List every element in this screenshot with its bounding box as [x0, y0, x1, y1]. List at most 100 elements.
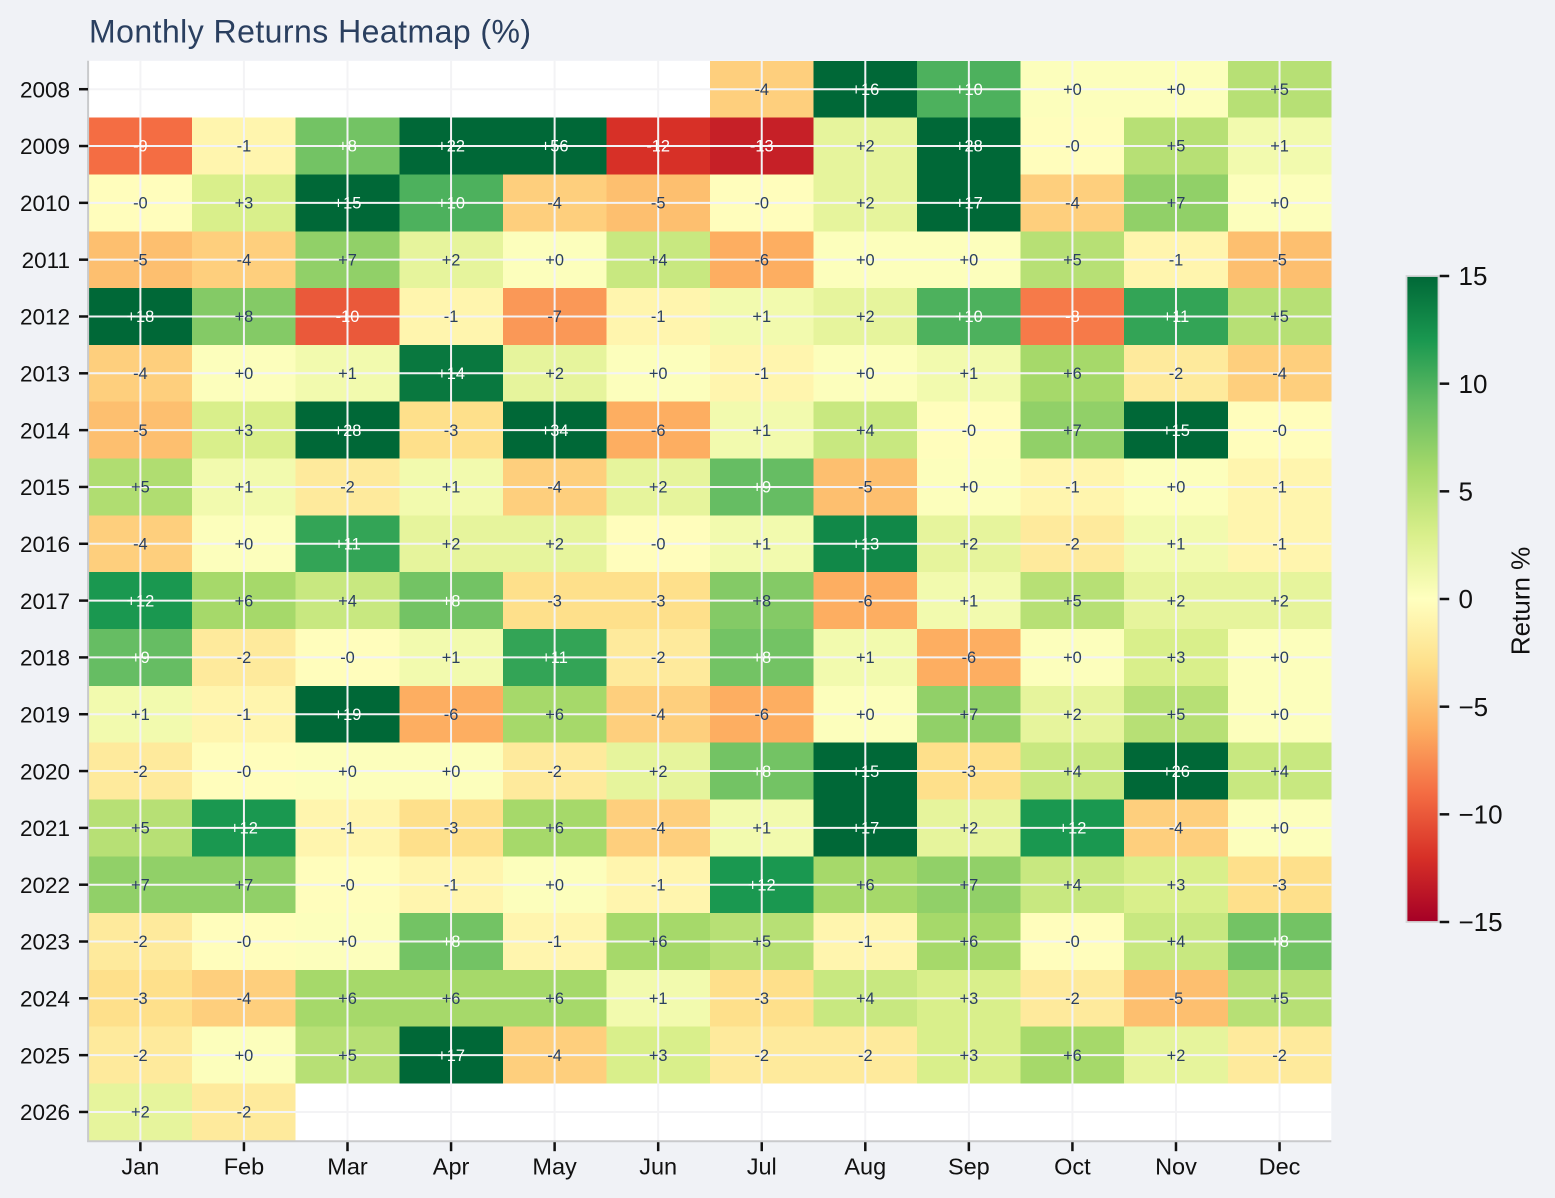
svg-text:+10: +10	[955, 308, 983, 326]
svg-text:+2: +2	[1063, 706, 1082, 724]
svg-text:+5: +5	[1270, 308, 1289, 326]
svg-text:+5: +5	[338, 1047, 357, 1065]
svg-text:2009: 2009	[20, 134, 70, 159]
svg-text:-4: -4	[133, 535, 148, 553]
svg-text:+4: +4	[338, 592, 357, 610]
svg-text:+15: +15	[334, 195, 362, 213]
svg-text:-0: -0	[1272, 422, 1287, 440]
svg-text:-0: -0	[1065, 933, 1080, 951]
svg-text:-4: -4	[547, 479, 562, 497]
svg-text:-6: -6	[444, 706, 459, 724]
svg-text:-0: -0	[1065, 138, 1080, 156]
svg-text:-5: -5	[133, 422, 148, 440]
svg-text:Return %: Return %	[1506, 547, 1536, 655]
svg-text:+6: +6	[442, 990, 461, 1008]
svg-text:+5: +5	[1063, 251, 1082, 269]
svg-text:2008: 2008	[20, 77, 70, 102]
svg-text:-5: -5	[858, 479, 873, 497]
svg-text:+2: +2	[856, 195, 875, 213]
svg-text:+0: +0	[856, 706, 875, 724]
svg-text:+6: +6	[545, 706, 564, 724]
svg-text:+2: +2	[442, 535, 461, 553]
svg-text:+7: +7	[338, 251, 357, 269]
svg-text:-2: -2	[340, 479, 355, 497]
svg-text:+6: +6	[338, 990, 357, 1008]
svg-text:+28: +28	[955, 138, 983, 156]
svg-text:-2: -2	[1272, 1047, 1287, 1065]
svg-text:-0: -0	[340, 876, 355, 894]
svg-text:+0: +0	[338, 763, 357, 781]
svg-text:+1: +1	[752, 308, 771, 326]
svg-text:+6: +6	[545, 820, 564, 838]
svg-text:-3: -3	[133, 990, 148, 1008]
svg-text:+1: +1	[856, 649, 875, 667]
svg-text:-0: -0	[237, 763, 252, 781]
svg-text:-6: -6	[858, 592, 873, 610]
svg-text:+0: +0	[1270, 195, 1289, 213]
svg-text:+7: +7	[960, 706, 979, 724]
svg-text:+8: +8	[442, 933, 461, 951]
svg-text:+3: +3	[1167, 649, 1186, 667]
svg-text:+6: +6	[235, 592, 254, 610]
svg-text:+0: +0	[235, 535, 254, 553]
svg-text:2020: 2020	[20, 759, 70, 784]
svg-text:+11: +11	[541, 649, 568, 667]
svg-text:-10: -10	[336, 308, 360, 326]
svg-text:+5: +5	[1270, 81, 1289, 99]
svg-text:+2: +2	[649, 479, 668, 497]
svg-text:+0: +0	[649, 365, 668, 383]
svg-text:+8: +8	[442, 592, 461, 610]
svg-text:+0: +0	[545, 251, 564, 269]
svg-text:+1: +1	[752, 422, 771, 440]
svg-text:+6: +6	[856, 876, 875, 894]
svg-text:+5: +5	[1167, 138, 1186, 156]
svg-text:+2: +2	[1167, 1047, 1186, 1065]
svg-text:-6: -6	[754, 251, 769, 269]
svg-text:+8: +8	[752, 592, 771, 610]
svg-text:+2: +2	[131, 1104, 150, 1122]
svg-text:+2: +2	[856, 308, 875, 326]
svg-text:+12: +12	[126, 592, 154, 610]
svg-text:+3: +3	[1167, 876, 1186, 894]
svg-text:+1: +1	[1270, 138, 1289, 156]
svg-text:+6: +6	[1063, 365, 1082, 383]
svg-text:-2: -2	[858, 1047, 873, 1065]
svg-text:-1: -1	[651, 308, 666, 326]
svg-text:+0: +0	[545, 876, 564, 894]
svg-text:-2: -2	[133, 1047, 148, 1065]
svg-text:+5: +5	[1270, 990, 1289, 1008]
svg-text:Oct: Oct	[1054, 1153, 1091, 1179]
svg-text:-4: -4	[237, 251, 252, 269]
svg-text:-2: -2	[237, 649, 252, 667]
svg-text:+4: +4	[1063, 763, 1082, 781]
svg-text:+0: +0	[1270, 706, 1289, 724]
svg-text:+1: +1	[442, 649, 461, 667]
svg-text:+6: +6	[960, 933, 979, 951]
svg-text:-0: -0	[133, 195, 148, 213]
svg-text:-4: -4	[133, 365, 148, 383]
svg-text:+6: +6	[545, 990, 564, 1008]
svg-text:-6: -6	[962, 649, 977, 667]
svg-text:Nov: Nov	[1155, 1153, 1197, 1179]
svg-text:+5: +5	[131, 820, 150, 838]
svg-text:2021: 2021	[20, 816, 70, 841]
svg-text:+7: +7	[1063, 422, 1082, 440]
svg-text:-0: -0	[651, 535, 666, 553]
svg-text:+0: +0	[235, 1047, 254, 1065]
svg-text:+15: +15	[851, 763, 879, 781]
svg-text:Mar: Mar	[327, 1153, 368, 1179]
svg-text:+1: +1	[960, 365, 979, 383]
svg-text:-0: -0	[340, 649, 355, 667]
svg-text:+0: +0	[1167, 479, 1186, 497]
svg-text:+19: +19	[334, 706, 362, 724]
svg-text:-12: -12	[646, 138, 670, 156]
svg-text:Jan: Jan	[121, 1153, 159, 1179]
svg-text:-2: -2	[754, 1047, 769, 1065]
svg-text:+2: +2	[442, 251, 461, 269]
svg-text:Monthly Returns Heatmap (%): Monthly Returns Heatmap (%)	[89, 14, 532, 50]
svg-text:+2: +2	[960, 535, 979, 553]
svg-text:-1: -1	[237, 706, 252, 724]
svg-text:−10: −10	[1459, 800, 1503, 830]
svg-text:2013: 2013	[20, 362, 70, 387]
svg-text:-3: -3	[547, 592, 562, 610]
